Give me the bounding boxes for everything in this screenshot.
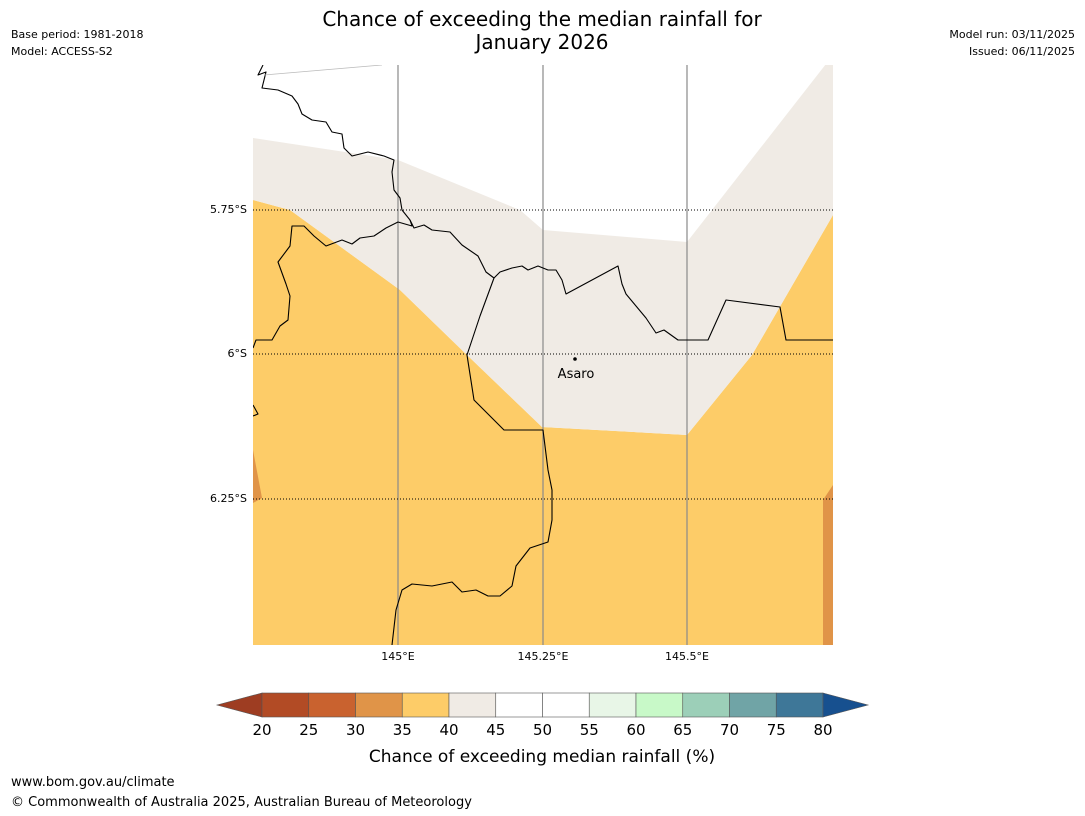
colorbar-tick-label: 35 [393, 721, 412, 739]
colorbar-cell [495, 692, 543, 718]
meta-right: Model run: 03/11/2025 Issued: 06/11/2025 [949, 26, 1075, 60]
boundary-top-line [263, 65, 383, 76]
colorbar-cell [261, 692, 310, 718]
colorbar-tick-label: 25 [299, 721, 318, 739]
colorbar-tick-label: 70 [720, 721, 739, 739]
colorbar-cells [215, 692, 870, 718]
province-boundaries [253, 65, 833, 645]
footer-url[interactable]: www.bom.gov.au/climate [11, 775, 175, 790]
colorbar-cell [729, 692, 777, 718]
colorbar-cell [448, 692, 497, 718]
lon-label-145-5: 145.5°E [665, 650, 709, 663]
map-title: Chance of exceeding the median rainfall … [242, 8, 842, 54]
base-period: Base period: 1981-2018 [11, 28, 144, 41]
boundary-west [257, 65, 833, 341]
probability-30-35-region-east [823, 485, 833, 645]
asaro-marker [573, 357, 577, 361]
lon-label-145: 145°E [381, 650, 414, 663]
issued-date: Issued: 06/11/2025 [968, 45, 1075, 58]
lat-label-6: 6°S [228, 347, 247, 360]
colorbar-tick-label: 65 [673, 721, 692, 739]
lat-label-6-25: 6.25°S [210, 492, 247, 505]
lon-label-145-25: 145.25°E [518, 650, 569, 663]
map-area: Asaro [253, 65, 833, 645]
place-asaro: Asaro [558, 357, 595, 382]
footer-copyright: © Commonwealth of Australia 2025, Austra… [11, 795, 472, 810]
colorbar-ticks: 20 25 30 35 40 45 50 55 60 65 70 75 80 [252, 721, 832, 739]
colorbar-cell [401, 692, 450, 718]
probability-30-35-region-west [253, 450, 262, 503]
model-name: Model: ACCESS-S2 [11, 45, 113, 58]
colorbar-cell [588, 692, 637, 718]
colorbar-tick-label: 80 [813, 721, 832, 739]
colorbar-cell [635, 692, 684, 718]
colorbar-tick-label: 60 [626, 721, 645, 739]
boundary-west-edge [253, 404, 259, 417]
lat-labels: 5.75°S 6°S 6.25°S [210, 203, 247, 505]
colorbar-cell [308, 692, 356, 718]
colorbar-title: Chance of exceeding median rainfall (%) [369, 747, 715, 767]
model-run: Model run: 03/11/2025 [949, 28, 1075, 41]
colorbar-cell [355, 692, 403, 718]
colorbar-tick-label: 20 [252, 721, 271, 739]
title-line-2: January 2026 [475, 30, 609, 54]
colorbar-tick-label: 40 [439, 721, 458, 739]
boundary-west-inner [253, 219, 413, 349]
colorbar-tick-label: 55 [580, 721, 599, 739]
colorbar-extend-low [215, 692, 263, 718]
colorbar-tick-label: 75 [767, 721, 786, 739]
asaro-label: Asaro [558, 367, 595, 382]
colorbar-cell [542, 692, 590, 718]
meta-left: Base period: 1981-2018 Model: ACCESS-S2 [11, 26, 143, 60]
boundary-central [391, 277, 553, 645]
colorbar: 20 25 30 35 40 45 50 55 60 65 70 75 80 Chance of exc… [215, 692, 870, 767]
gridlines [253, 65, 833, 645]
title-line-1: Chance of exceeding the median rainfall … [322, 7, 762, 31]
colorbar-tick-label: 30 [346, 721, 365, 739]
colorbar-cell [775, 692, 824, 718]
colorbar-tick-label: 50 [533, 721, 552, 739]
lat-label-5-75: 5.75°S [210, 203, 247, 216]
colorbar-extend-high [822, 692, 870, 718]
lon-labels: 145°E 145.25°E 145.5°E [381, 650, 709, 663]
colorbar-tick-label: 45 [486, 721, 505, 739]
colorbar-cell [682, 692, 730, 718]
